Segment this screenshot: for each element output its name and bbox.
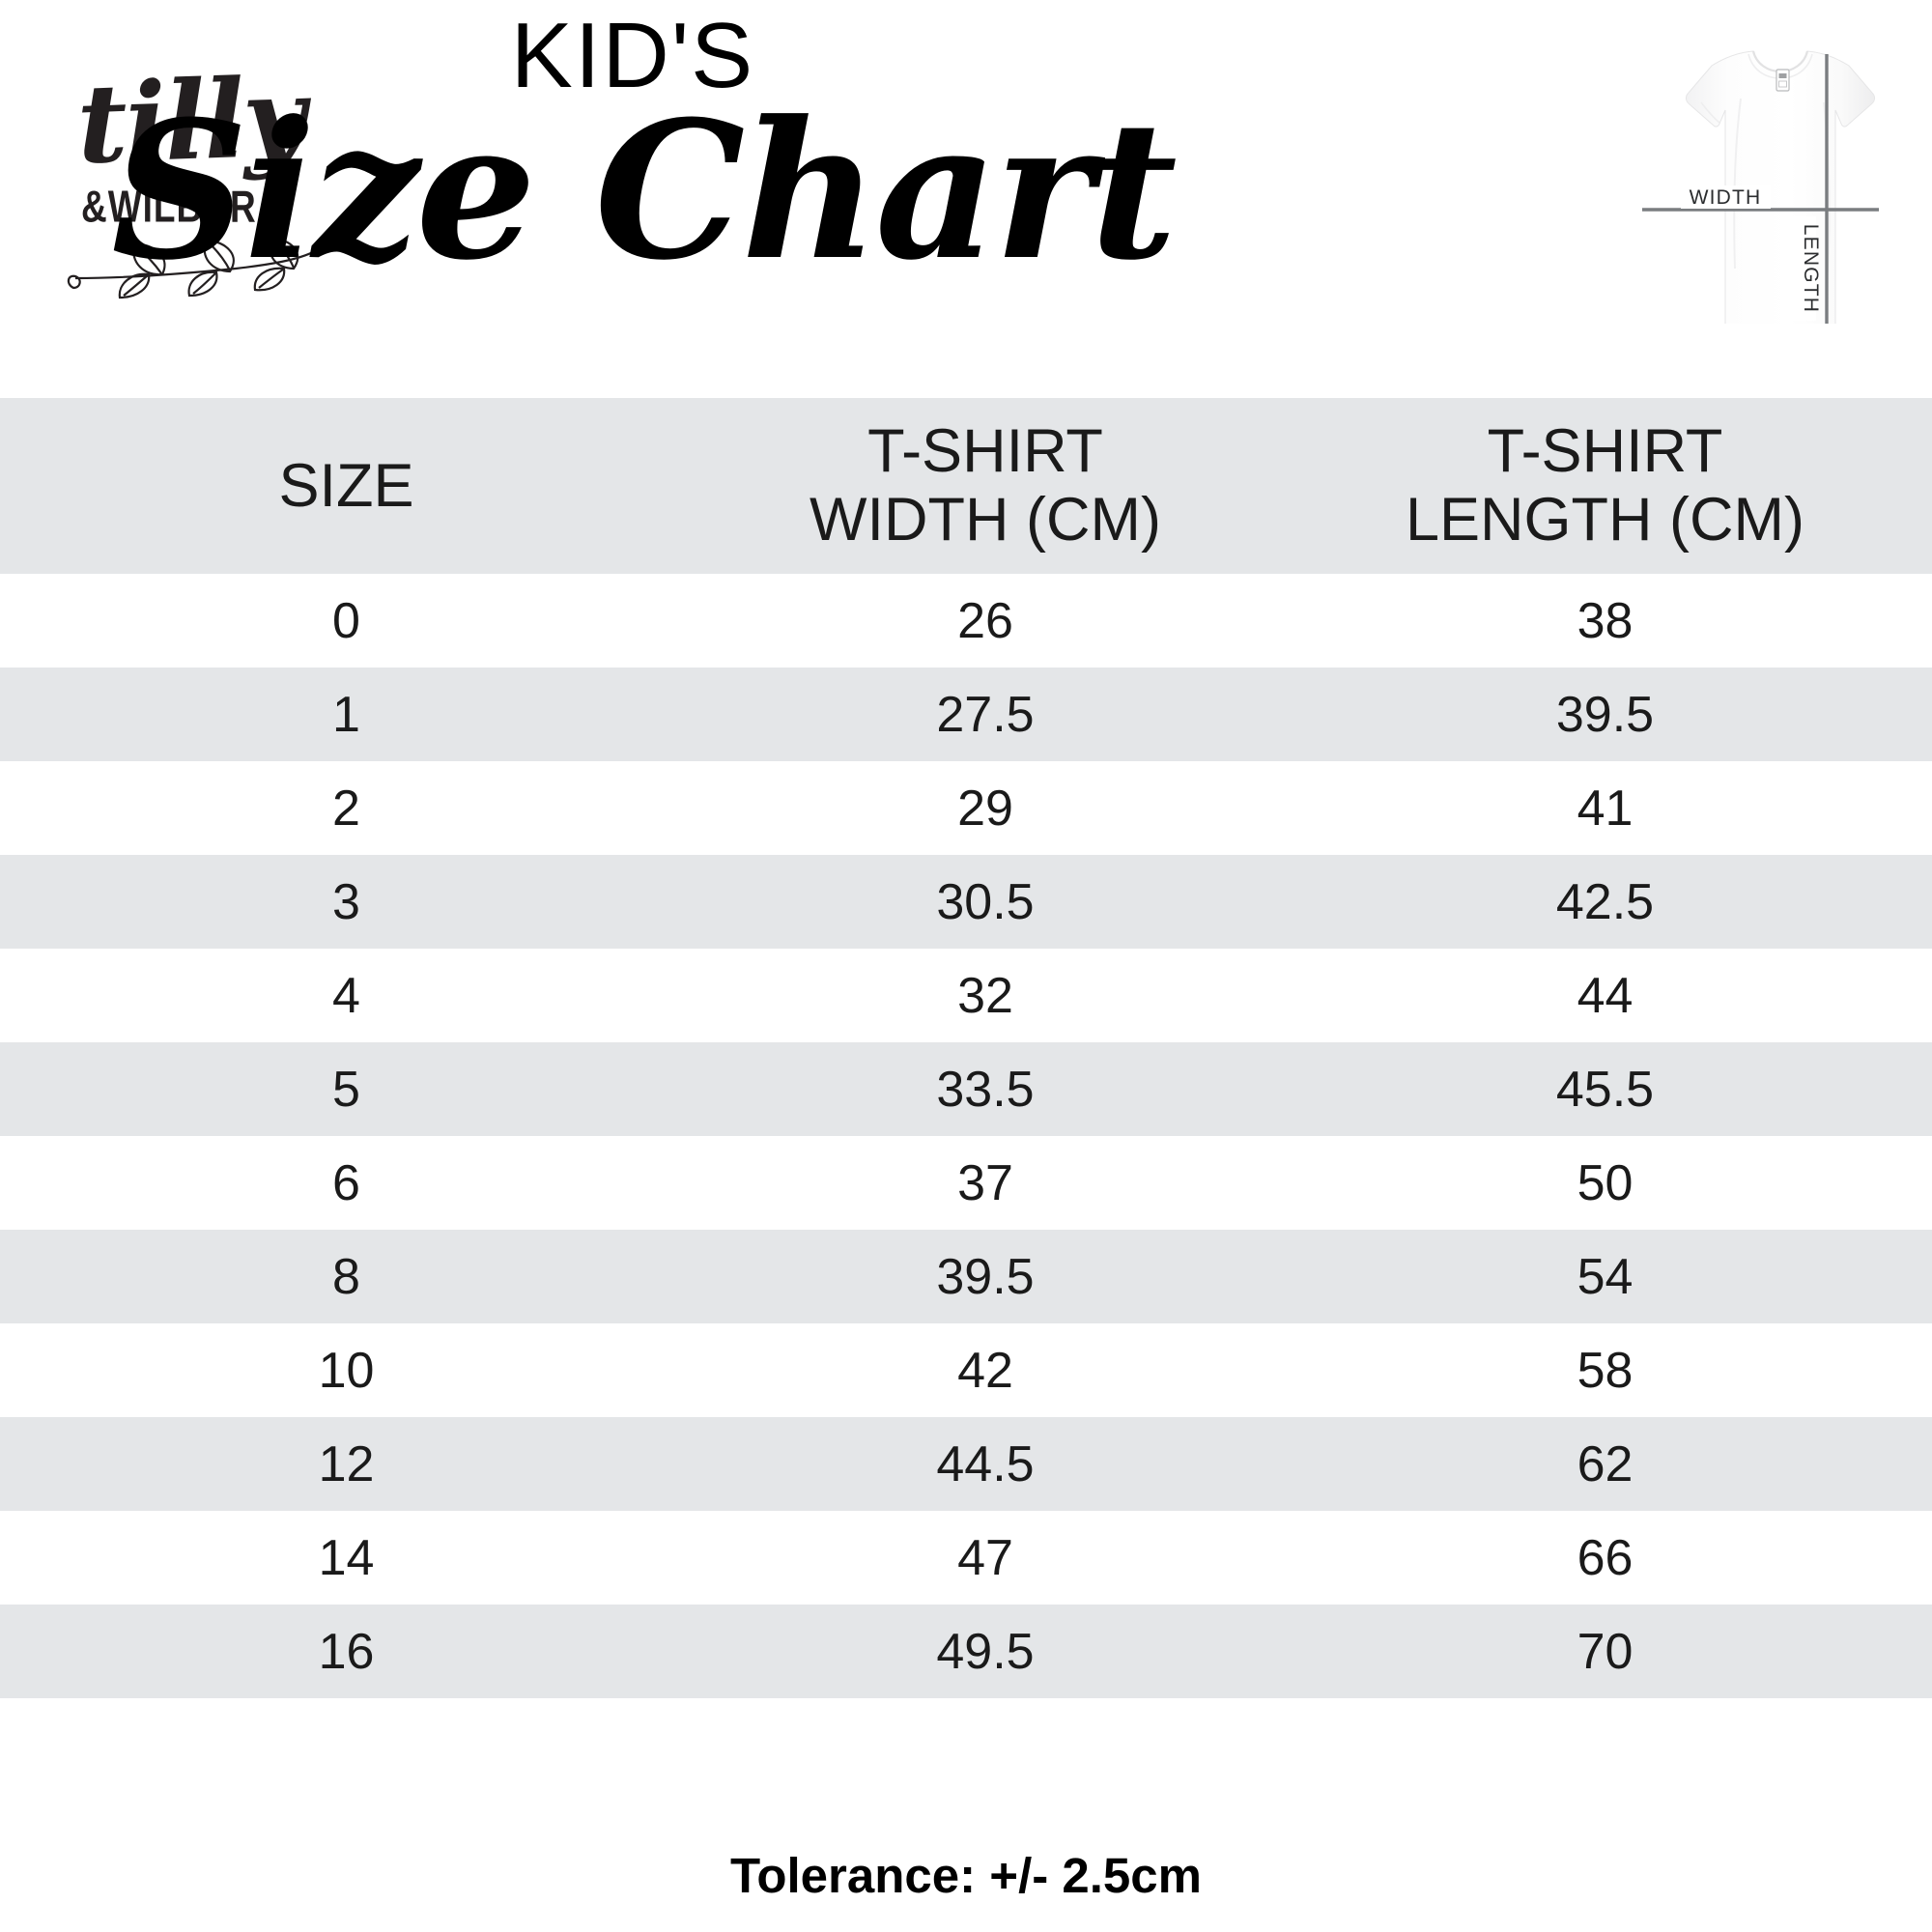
column-header-size: SIZE [0,398,693,574]
cell-size: 1 [0,668,693,761]
table-row: 0 26 38 [0,574,1932,668]
cell-length: 44 [1278,949,1932,1042]
cell-size: 12 [0,1417,693,1511]
cell-length: 66 [1278,1511,1932,1605]
tshirt-measurement-diagram: WIDTH LENGTH [1604,10,1932,324]
table-header: SIZE T-SHIRT WIDTH (CM) T-SHIRT LENGTH (… [0,398,1932,574]
table-row: 2 29 41 [0,761,1932,855]
cell-length: 45.5 [1278,1042,1932,1136]
column-header-length: T-SHIRT LENGTH (CM) [1278,398,1932,574]
cell-size: 10 [0,1323,693,1417]
length-label: LENGTH [1800,224,1822,313]
table-body: 0 26 38 1 27.5 39.5 2 29 41 3 30.5 42.5 4 32 44 5 33.5 45… [0,574,1932,1698]
cell-width: 44.5 [693,1417,1278,1511]
column-header-size-label: SIZE [278,451,414,520]
tolerance-note: Tolerance: +/- 2.5cm [729,1848,1202,1903]
cell-size: 8 [0,1230,693,1323]
cell-length: 54 [1278,1230,1932,1323]
brand-name-sub: &WILBUR [81,182,257,232]
cell-length: 41 [1278,761,1932,855]
column-header-width-line1: T-SHIRT [867,417,1103,486]
cell-width: 29 [693,761,1278,855]
cell-width: 26 [693,574,1278,668]
cell-size: 16 [0,1605,693,1698]
table-row: 12 44.5 62 [0,1417,1932,1511]
column-header-width-line2: WIDTH (CM) [810,486,1161,554]
column-header-length-line2: LENGTH (CM) [1406,486,1804,554]
cell-length: 39.5 [1278,668,1932,761]
cell-size: 6 [0,1136,693,1230]
table-row: 3 30.5 42.5 [0,855,1932,949]
cell-length: 42.5 [1278,855,1932,949]
cell-size: 14 [0,1511,693,1605]
column-header-length-line1: T-SHIRT [1487,417,1723,486]
cell-length: 58 [1278,1323,1932,1417]
cell-length: 38 [1278,574,1932,668]
cell-length: 50 [1278,1136,1932,1230]
cell-size: 5 [0,1042,693,1136]
table-row: 14 47 66 [0,1511,1932,1605]
table-row: 5 33.5 45.5 [0,1042,1932,1136]
cell-width: 47 [693,1511,1278,1605]
page-eyebrow-title: KID'S [510,4,755,107]
cell-width: 37 [693,1136,1278,1230]
table-row: 16 49.5 70 [0,1605,1932,1698]
cell-width: 27.5 [693,668,1278,761]
width-label: WIDTH [1690,186,1762,209]
table-header-row: SIZE T-SHIRT WIDTH (CM) T-SHIRT LENGTH (… [0,398,1932,574]
size-chart-table: SIZE T-SHIRT WIDTH (CM) T-SHIRT LENGTH (… [0,398,1932,1698]
table-row: 8 39.5 54 [0,1230,1932,1323]
cell-size: 2 [0,761,693,855]
leaf-branch-icon [62,228,323,305]
column-header-width: T-SHIRT WIDTH (CM) [693,398,1278,574]
cell-width: 30.5 [693,855,1278,949]
page-title: Size Chart [111,80,1178,302]
cell-width: 42 [693,1323,1278,1417]
cell-size: 0 [0,574,693,668]
cell-width: 39.5 [693,1230,1278,1323]
cell-size: 3 [0,855,693,949]
table-row: 10 42 58 [0,1323,1932,1417]
table-row: 4 32 44 [0,949,1932,1042]
table-row: 1 27.5 39.5 [0,668,1932,761]
cell-size: 4 [0,949,693,1042]
cell-width: 32 [693,949,1278,1042]
table-row: 6 37 50 [0,1136,1932,1230]
brand-logo: tilly &WILBUR [56,46,346,299]
cell-width: 49.5 [693,1605,1278,1698]
cell-length: 70 [1278,1605,1932,1698]
cell-width: 33.5 [693,1042,1278,1136]
cell-length: 62 [1278,1417,1932,1511]
header-area: tilly &WILBUR KID'S Size Chart [0,0,1932,398]
